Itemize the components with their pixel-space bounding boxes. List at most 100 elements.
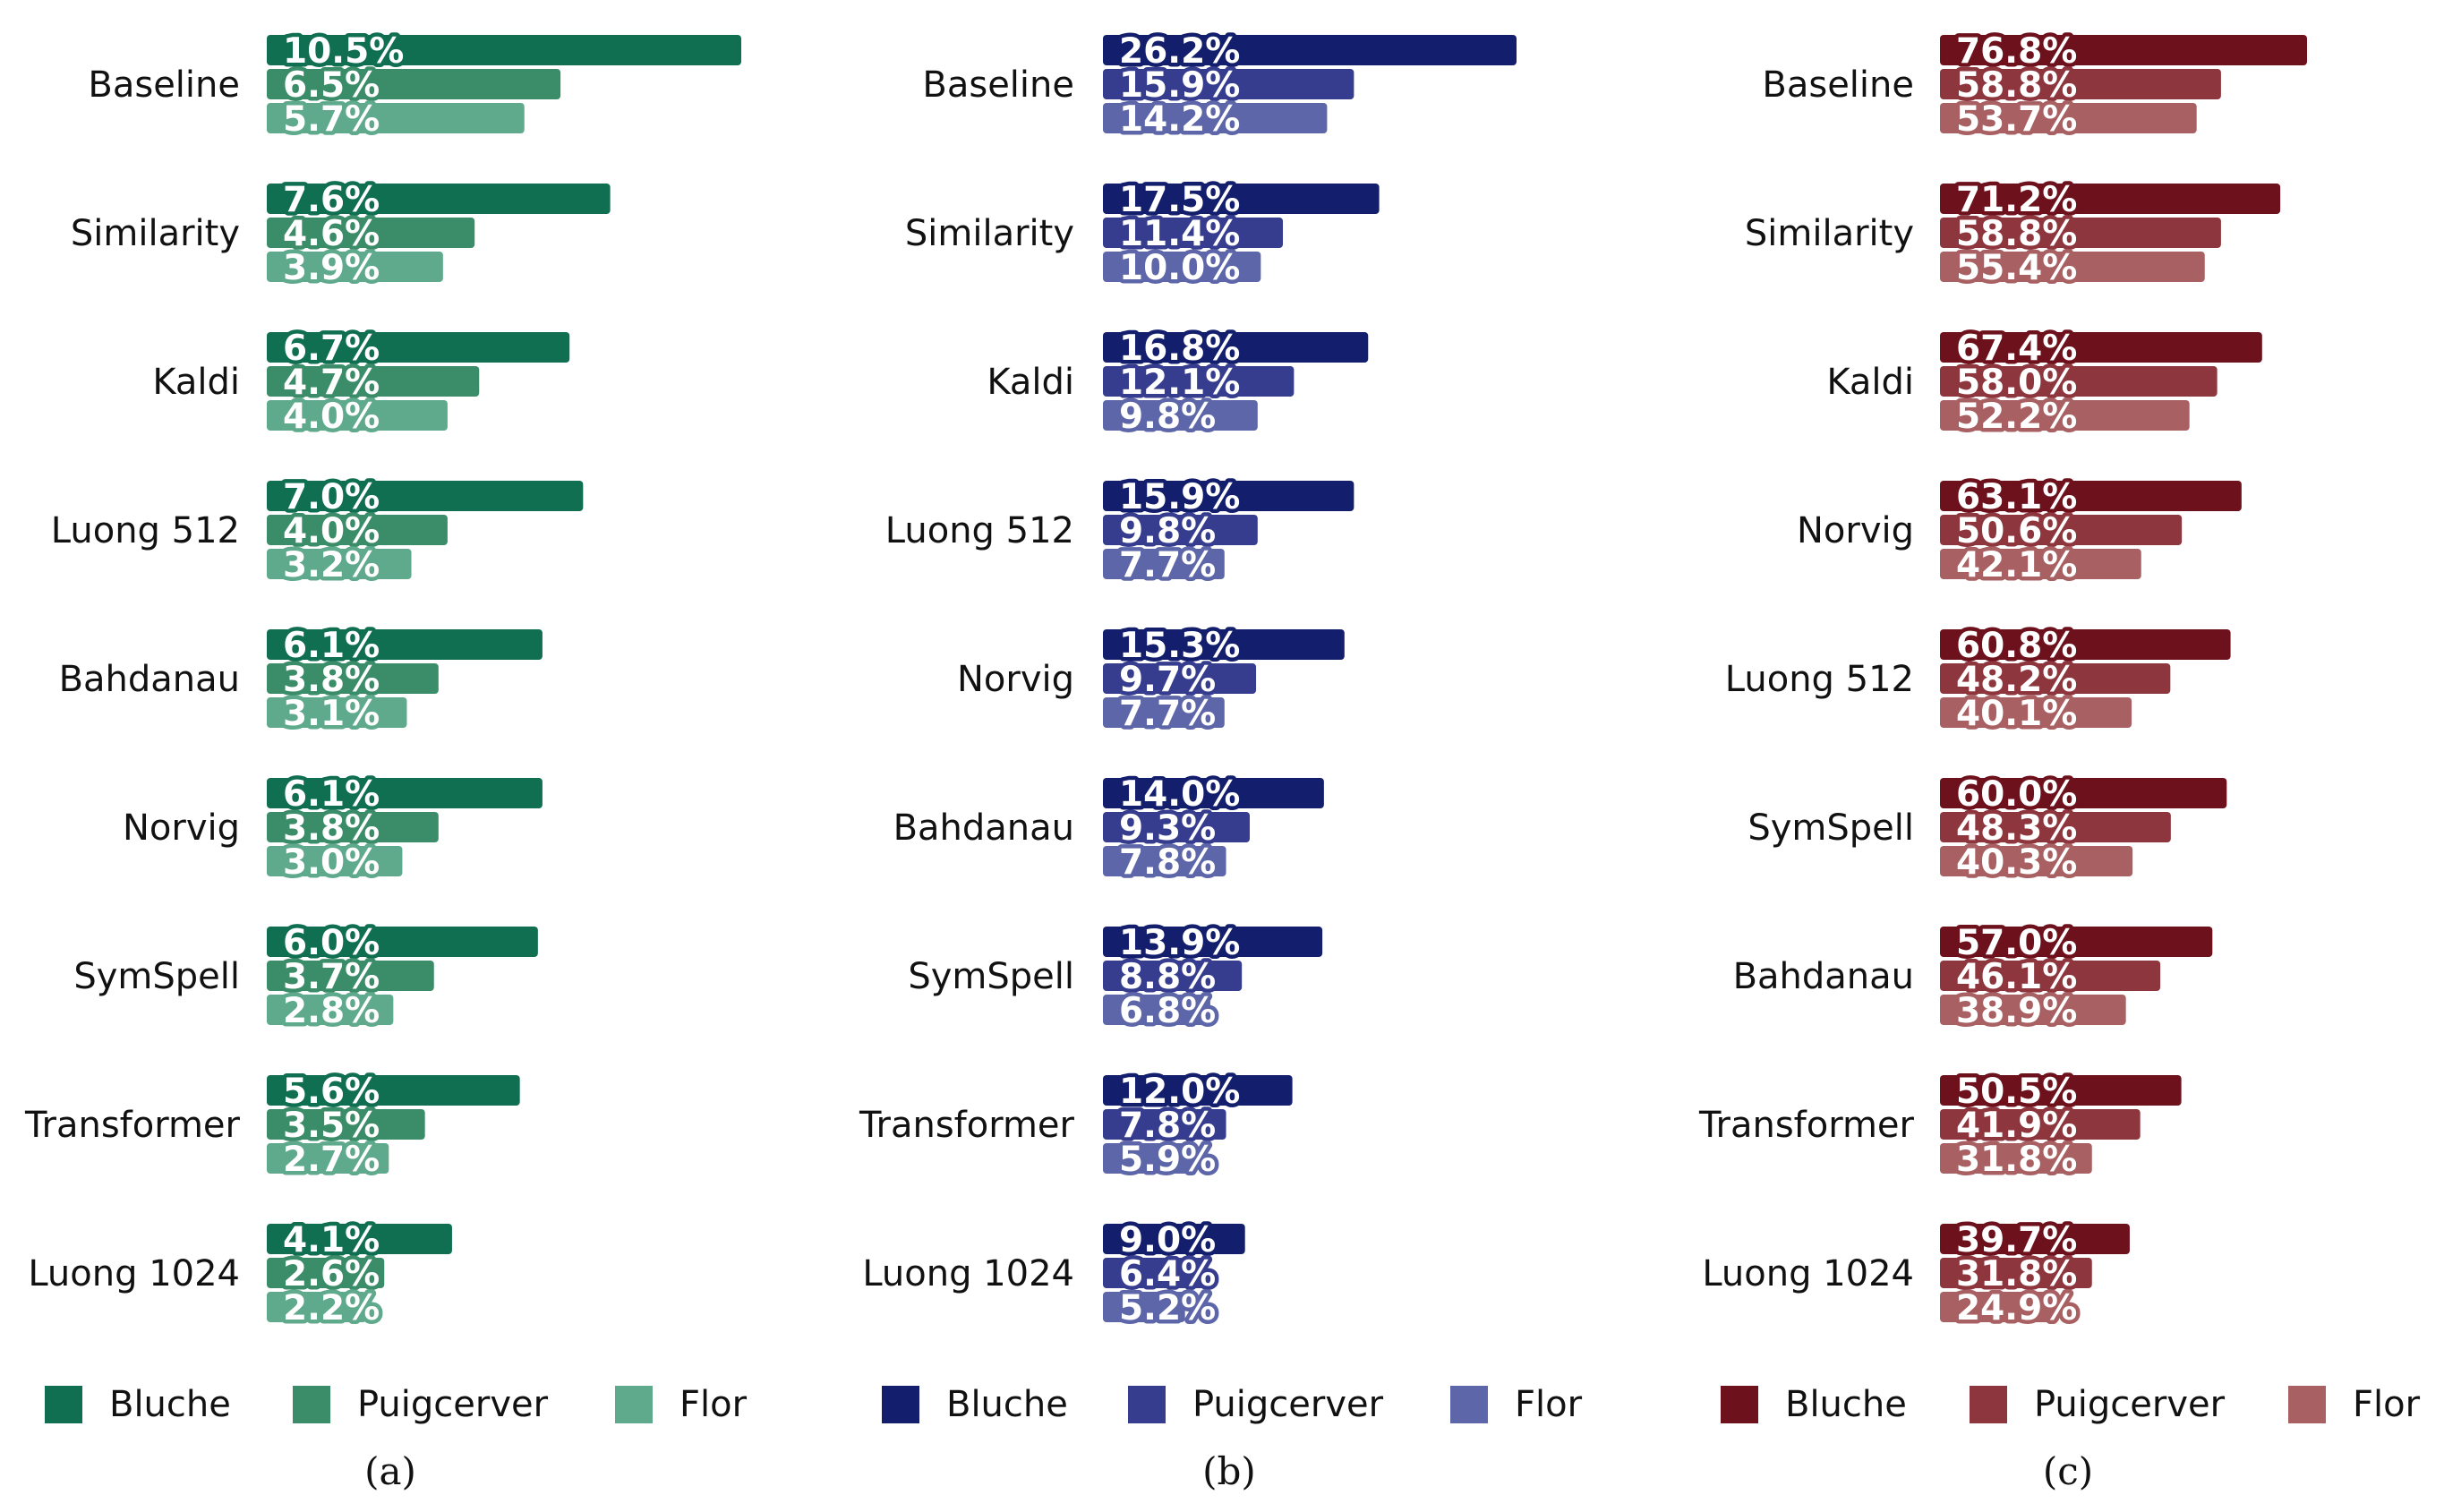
data-label: 5.2% [1119,1288,1216,1328]
bar-flor [1940,995,2126,1025]
data-label: 3.8% [283,660,380,700]
bar-puigcerver [267,69,561,99]
bar-puigcerver [1103,1258,1204,1288]
data-label: 50.6% [1956,511,2077,551]
data-label: 39.7% [1956,1220,2077,1260]
data-label: 15.9% [1119,477,1240,517]
data-label: 42.1% [1956,545,2077,585]
category-label: Transformer [859,1105,1075,1146]
bar-bluche [1940,927,2213,957]
bar-bluche [1103,35,1517,65]
data-label: 8.8% [1119,957,1216,997]
bar-puigcerver [1940,69,2221,99]
data-label: 26.2% [1119,31,1240,72]
data-label: 9.8% [1119,397,1216,437]
bar-puigcerver [1103,961,1243,991]
bar-puigcerver [267,366,480,397]
bar-puigcerver [267,218,475,248]
data-label: 60.8% [1956,626,2077,666]
data-label: 14.2% [1119,99,1240,140]
bar-bluche [267,332,570,363]
data-label: 6.8% [1119,991,1216,1031]
data-label: 3.5% [283,1106,380,1146]
data-label: 60.0% [1956,774,2077,815]
category-label: Baseline [88,64,240,106]
data-label: 9.0% [1119,1220,1216,1260]
data-label: 3.2% [283,545,380,585]
bar-flor [267,1143,389,1174]
bar-flor [1103,549,1225,579]
category-label: Baseline [1762,64,1914,106]
data-label: 10.0% [1119,248,1240,288]
data-label: 76.8% [1956,31,2077,72]
category-label: Luong 512 [51,510,240,551]
data-label: 6.7% [283,329,380,369]
legend-swatch-puigcerver [1970,1386,2007,1423]
data-label: 2.7% [283,1140,380,1180]
category-label: Luong 1024 [1702,1253,1914,1294]
data-label: 13.9% [1119,923,1240,963]
category-label: Bahdanau [1733,956,1914,997]
bar-flor [1103,697,1225,728]
bar-flor [1103,1292,1185,1322]
bar-bluche [1103,629,1345,660]
data-label: 57.0% [1956,923,2077,963]
category-label: Similarity [1745,213,1914,254]
data-label: 15.3% [1119,626,1240,666]
legend-swatch-bluche [882,1386,919,1423]
data-label: 67.4% [1956,329,2077,369]
bar-flor [267,846,403,876]
data-label: 9.7% [1119,660,1216,700]
bar-puigcerver [1103,1109,1226,1140]
legend-label: Bluche [109,1384,231,1425]
data-label: 16.8% [1119,329,1240,369]
category-label: Kaldi [1826,362,1914,403]
legend-swatch-flor [2288,1386,2326,1423]
category-label: Luong 512 [885,510,1074,551]
legend-label: Puigcerver [357,1384,549,1425]
data-label: 4.0% [283,397,380,437]
data-label: 6.0% [283,923,380,963]
bar-puigcerver [267,1109,425,1140]
bar-puigcerver [1940,218,2221,248]
bar-bluche [1940,629,2231,660]
data-label: 2.2% [283,1288,380,1328]
category-label: Transformer [24,1105,241,1146]
category-label: SymSpell [1748,807,1914,849]
data-label: 53.7% [1956,99,2077,140]
bar-puigcerver [1103,515,1258,545]
category-label: Kaldi [152,362,240,403]
bar-flor [267,103,525,133]
category-label: Transformer [1698,1105,1915,1146]
category-label: Similarity [905,213,1074,254]
bar-bluche [1940,35,2307,65]
bar-bluche [1103,927,1323,957]
bar-flor [1940,846,2133,876]
panel-label: (c) [2043,1449,2093,1493]
bar-bluche [1940,184,2281,214]
data-label: 50.5% [1956,1072,2077,1112]
data-label: 41.9% [1956,1106,2077,1146]
data-label: 63.1% [1956,477,2077,517]
data-label: 58.8% [1956,214,2077,254]
bar-puigcerver [1940,366,2218,397]
legend-label: Flor [2353,1384,2421,1425]
category-label: Kaldi [987,362,1074,403]
bar-puigcerver [267,961,434,991]
data-label: 12.1% [1119,363,1240,403]
bar-bluche [1940,1075,2182,1106]
data-label: 55.4% [1956,248,2077,288]
data-label: 4.7% [283,363,380,403]
bar-flor [267,252,443,282]
bar-flor [267,995,394,1025]
data-label: 52.2% [1956,397,2077,437]
bar-puigcerver [267,1258,385,1288]
chart-panel-3: Baseline76.8%58.8%53.7%Similarity71.2%58… [1698,28,2421,1494]
data-label: 71.2% [1956,180,2077,220]
legend-swatch-puigcerver [1128,1386,1166,1423]
bar-bluche [1103,184,1380,214]
bar-puigcerver [1940,515,2183,545]
bar-bluche [267,184,611,214]
category-label: Luong 1024 [862,1253,1074,1294]
